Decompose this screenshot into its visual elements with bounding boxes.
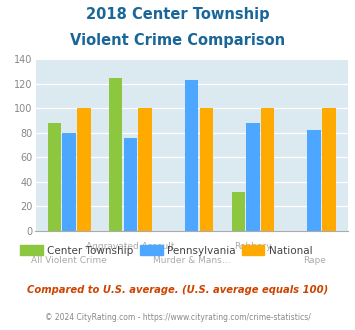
Text: Robbery: Robbery bbox=[234, 242, 272, 251]
Bar bbox=[62, 133, 76, 231]
Bar bbox=[185, 80, 198, 231]
Text: Rape: Rape bbox=[303, 256, 326, 265]
Bar bbox=[48, 123, 61, 231]
Legend: Center Township, Pennsylvania, National: Center Township, Pennsylvania, National bbox=[16, 241, 316, 260]
Bar bbox=[109, 78, 122, 231]
Bar bbox=[200, 109, 213, 231]
Text: Violent Crime Comparison: Violent Crime Comparison bbox=[70, 33, 285, 48]
Bar bbox=[246, 123, 260, 231]
Text: 2018 Center Township: 2018 Center Township bbox=[86, 7, 269, 21]
Bar bbox=[261, 109, 274, 231]
Text: Aggravated Assault: Aggravated Assault bbox=[86, 242, 175, 251]
Text: © 2024 CityRating.com - https://www.cityrating.com/crime-statistics/: © 2024 CityRating.com - https://www.city… bbox=[45, 314, 310, 322]
Bar bbox=[231, 192, 245, 231]
Bar bbox=[138, 109, 152, 231]
Text: Compared to U.S. average. (U.S. average equals 100): Compared to U.S. average. (U.S. average … bbox=[27, 285, 328, 295]
Bar bbox=[307, 130, 321, 231]
Text: Murder & Mans...: Murder & Mans... bbox=[153, 256, 230, 265]
Text: All Violent Crime: All Violent Crime bbox=[31, 256, 107, 265]
Bar bbox=[124, 138, 137, 231]
Bar bbox=[322, 109, 335, 231]
Bar bbox=[77, 109, 91, 231]
